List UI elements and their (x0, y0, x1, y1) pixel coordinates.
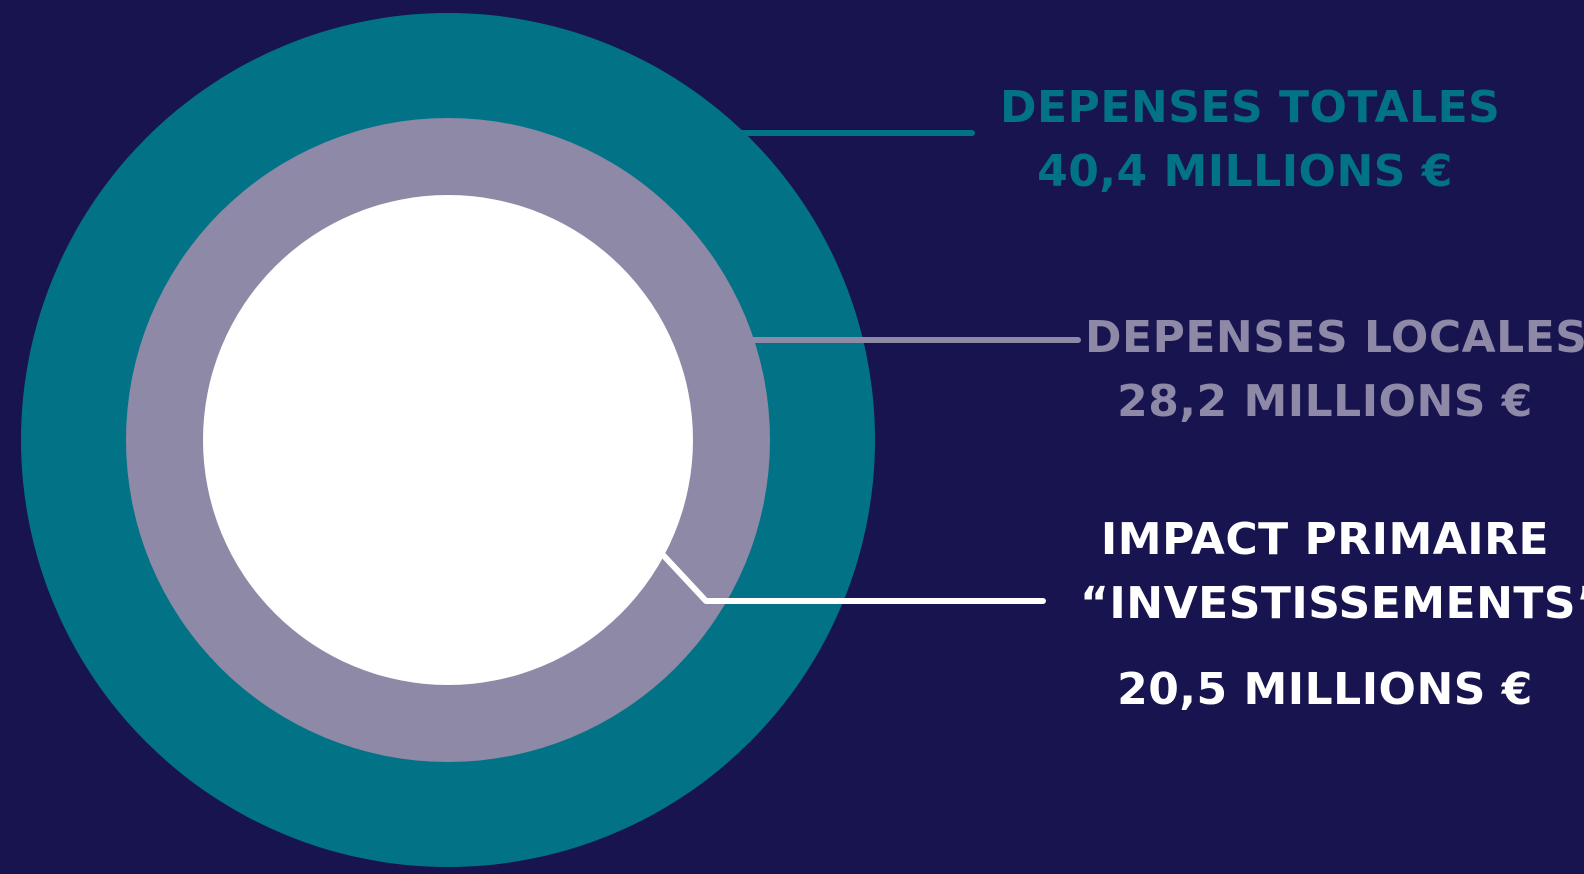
label-local-spending: DEPENSES LOCALES 28,2 MILLIONS € (1085, 306, 1565, 434)
total-spending-title: DEPENSES TOTALES (1000, 76, 1490, 140)
total-spending-value: 40,4 MILLIONS € (1000, 140, 1490, 204)
primary-impact-title-line1: IMPACT PRIMAIRE (1080, 508, 1570, 572)
primary-impact-title-line2: “INVESTISSEMENTS” (1080, 572, 1570, 636)
label-total-spending: DEPENSES TOTALES 40,4 MILLIONS € (1000, 76, 1490, 204)
primary-impact-value: 20,5 MILLIONS € (1080, 658, 1570, 722)
local-spending-value: 28,2 MILLIONS € (1085, 370, 1565, 434)
local-spending-title: DEPENSES LOCALES (1085, 306, 1565, 370)
label-primary-impact: IMPACT PRIMAIRE “INVESTISSEMENTS” 20,5 M… (1080, 508, 1570, 722)
inner-circle-impact (203, 195, 693, 685)
